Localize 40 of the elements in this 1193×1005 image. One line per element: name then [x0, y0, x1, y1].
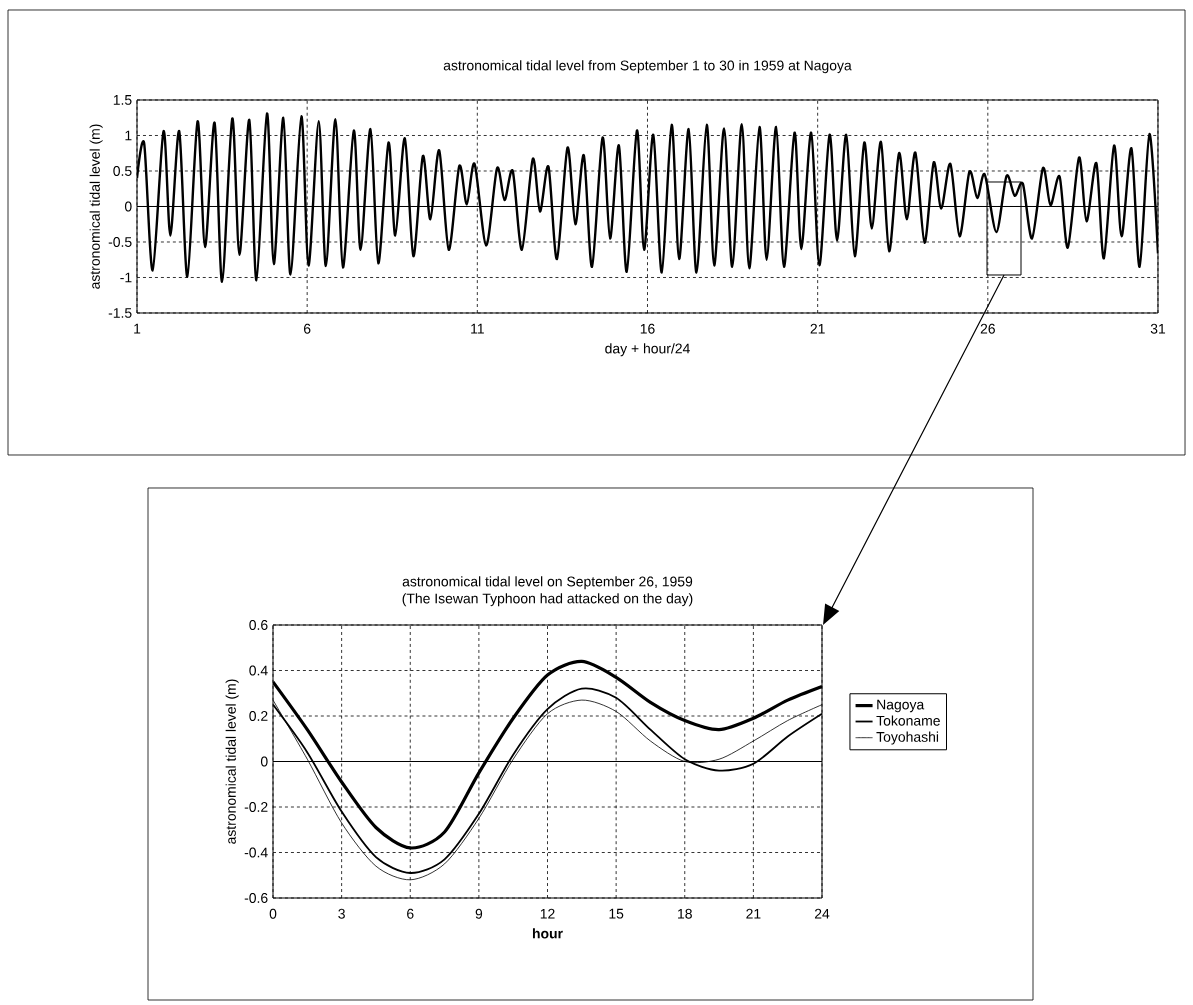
x-axis-title: day + hour/24	[605, 343, 690, 357]
x-tick-label: 1	[134, 323, 141, 334]
x-tick-label: 31	[1150, 323, 1166, 334]
y-axis-title: astronomical tidal level (m)	[225, 679, 239, 844]
chart-subtitle: (The Isewan Typhoon had attacked on the day)	[402, 593, 693, 607]
legend-label: Tokoname	[876, 715, 940, 726]
y-tick-label: -0.2	[244, 802, 268, 812]
y-tick-label: -1	[120, 272, 132, 283]
x-tick-label: 21	[810, 323, 825, 334]
x-tick-label: 15	[609, 908, 624, 919]
y-tick-label: 1.5	[113, 95, 132, 105]
y-tick-label: -0.6	[244, 893, 268, 903]
x-tick-label: 0	[269, 908, 277, 919]
x-axis-title: hour	[532, 928, 563, 939]
legend-label: Nagoya	[877, 699, 925, 713]
x-tick-label: 18	[678, 908, 692, 919]
y-tick-label: -0.5	[108, 237, 132, 247]
x-tick-label: 9	[475, 908, 483, 919]
y-tick-label: -1.5	[108, 308, 132, 318]
y-tick-label: 1	[125, 130, 132, 141]
x-tick-label: 3	[338, 908, 345, 919]
y-tick-label: 0.5	[113, 166, 132, 176]
x-tick-label: 6	[407, 908, 414, 919]
legend-label: Toyohashi	[876, 731, 939, 745]
x-tick-label: 12	[540, 908, 555, 919]
x-tick-label: 6	[303, 323, 311, 334]
chart-title: astronomical tidal level from September 1 to 30 in 1959 at Nagoya	[443, 60, 852, 74]
x-tick-label: 21	[746, 908, 761, 919]
y-tick-label: 0	[124, 201, 132, 212]
chart-title: astronomical tidal level on September 26, 1959	[402, 576, 693, 590]
y-tick-label: 0.6	[249, 620, 268, 630]
y-tick-label: 0.4	[249, 665, 268, 676]
x-tick-label: 11	[471, 323, 484, 334]
x-tick-label: 26	[980, 323, 995, 334]
y-tick-label: 0	[260, 756, 268, 767]
y-axis-title: astronomical tidal level (m)	[89, 124, 103, 289]
x-tick-label: 24	[814, 908, 830, 919]
y-tick-label: -0.4	[244, 847, 268, 858]
x-tick-label: 16	[640, 323, 655, 334]
y-tick-label: 0.2	[249, 711, 268, 721]
